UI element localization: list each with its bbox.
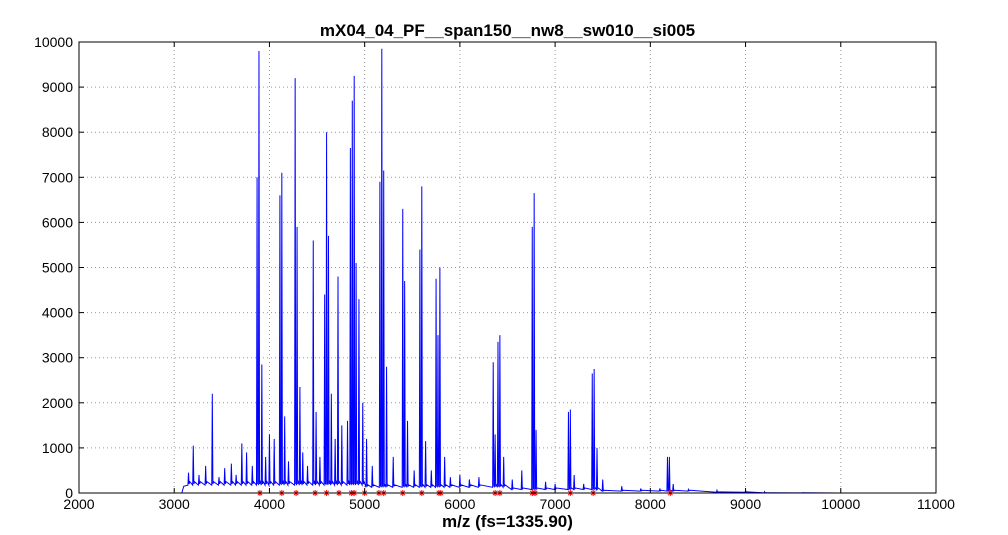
x-tick-label: 2000 [63, 496, 94, 512]
chart-title: mX04_04_PF__span150__nw8__sw010__si005 [320, 21, 695, 40]
series-layer [79, 48, 936, 494]
y-tick-label: 10000 [34, 34, 73, 50]
x-tick-label: 5000 [349, 496, 380, 512]
x-axis-title: m/z (fs=1335.90) [442, 512, 573, 531]
y-tick-label: 1000 [42, 440, 73, 456]
x-tick-label: 4000 [254, 496, 285, 512]
y-tick-label: 3000 [42, 350, 73, 366]
y-tick-label: 9000 [42, 79, 73, 95]
x-tick-label: 6000 [444, 496, 475, 512]
x-tick-label: 10000 [821, 496, 860, 512]
y-tick-label: 6000 [42, 214, 73, 230]
grid-lines [79, 42, 936, 493]
x-tick-label: 8000 [635, 496, 666, 512]
x-tick-label: 7000 [540, 496, 571, 512]
y-tick-label: 7000 [42, 169, 73, 185]
x-tick-label: 3000 [159, 496, 190, 512]
y-tick-label: 5000 [42, 260, 73, 276]
y-tick-label: 4000 [42, 305, 73, 321]
y-tick-label: 2000 [42, 395, 73, 411]
y-tick-label: 0 [65, 485, 73, 501]
axis-ticks: 2000 3000 4000 5000 6000 7000 8000 9000 10000 110… [34, 34, 955, 512]
spectrum-line [79, 48, 936, 494]
x-tick-label: 9000 [730, 496, 761, 512]
y-tick-label: 8000 [42, 124, 73, 140]
x-tick-label: 11000 [917, 496, 955, 512]
